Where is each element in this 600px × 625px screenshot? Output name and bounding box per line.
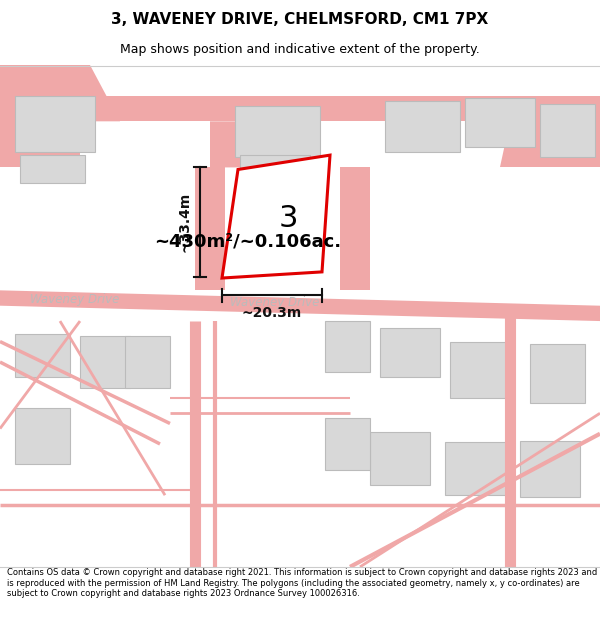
Bar: [15, 334, 70, 378]
Polygon shape: [500, 121, 600, 168]
Bar: [465, 98, 535, 147]
Polygon shape: [0, 291, 600, 321]
Polygon shape: [222, 155, 330, 278]
Polygon shape: [340, 168, 370, 291]
Text: Map shows position and indicative extent of the property.: Map shows position and indicative extent…: [120, 42, 480, 56]
Bar: [235, 106, 320, 157]
Bar: [540, 104, 595, 157]
Bar: [325, 321, 370, 372]
Text: ~20.3m: ~20.3m: [242, 306, 302, 320]
Bar: [520, 441, 580, 498]
Text: Contains OS data © Crown copyright and database right 2021. This information is : Contains OS data © Crown copyright and d…: [7, 568, 598, 598]
Polygon shape: [0, 96, 600, 121]
Text: Waveney Drive: Waveney Drive: [31, 293, 119, 306]
Bar: [530, 344, 585, 403]
Polygon shape: [0, 65, 120, 121]
Polygon shape: [260, 121, 310, 168]
Bar: [15, 408, 70, 464]
Bar: [325, 418, 370, 469]
Bar: [445, 442, 510, 495]
Bar: [20, 155, 85, 182]
Bar: [240, 155, 310, 169]
Bar: [450, 341, 510, 398]
Bar: [385, 101, 460, 152]
Polygon shape: [400, 96, 600, 121]
Bar: [15, 96, 95, 152]
Bar: [80, 336, 130, 388]
Polygon shape: [0, 121, 80, 168]
Text: ~33.4m: ~33.4m: [178, 192, 192, 253]
Text: Waveney Drive: Waveney Drive: [230, 296, 320, 309]
Polygon shape: [195, 168, 225, 291]
Bar: [380, 328, 440, 378]
Text: ~430m²/~0.106ac.: ~430m²/~0.106ac.: [154, 232, 341, 250]
Bar: [370, 432, 430, 485]
Text: 3: 3: [278, 204, 298, 233]
Text: 3, WAVENEY DRIVE, CHELMSFORD, CM1 7PX: 3, WAVENEY DRIVE, CHELMSFORD, CM1 7PX: [112, 12, 488, 27]
Bar: [125, 336, 170, 388]
Polygon shape: [210, 121, 270, 168]
